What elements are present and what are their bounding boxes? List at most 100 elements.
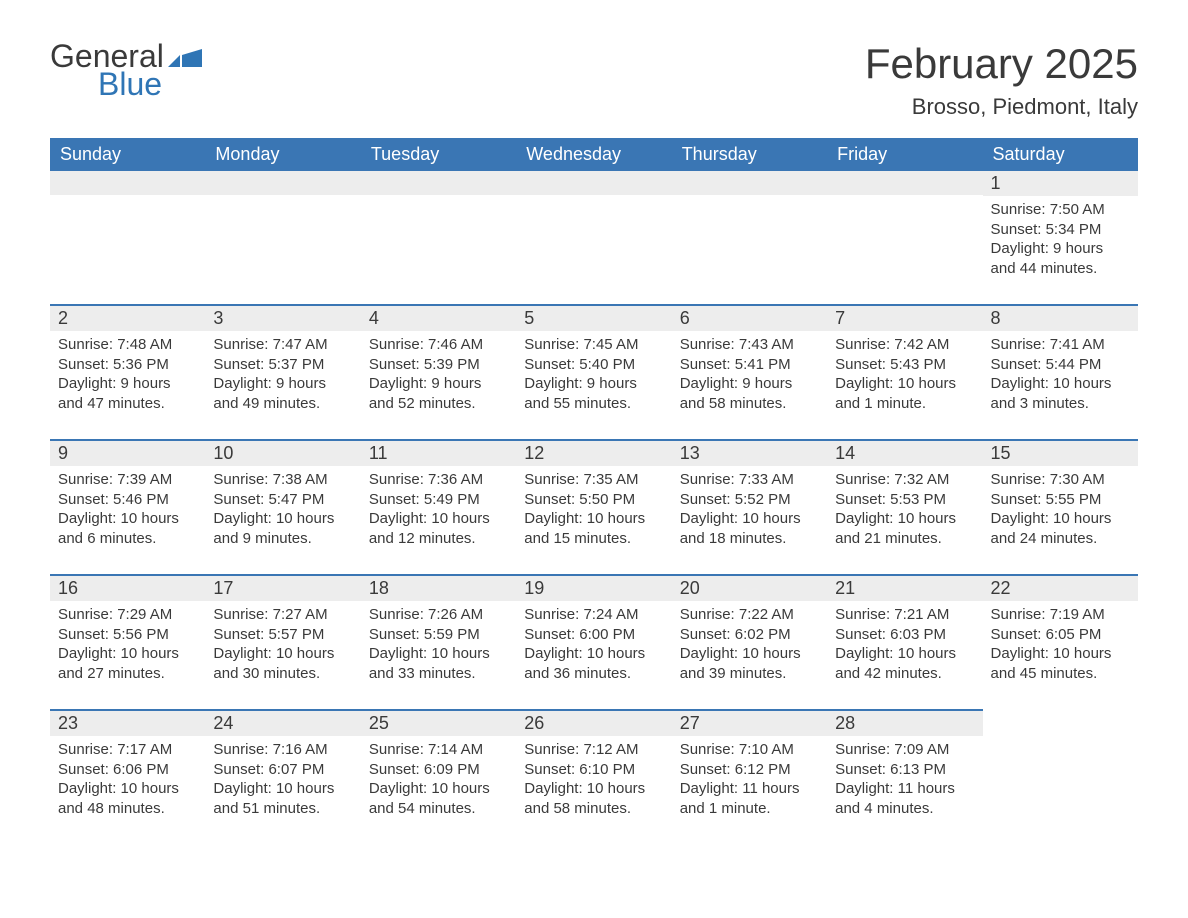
- dow-monday: Monday: [205, 138, 360, 171]
- day-cell: 12Sunrise: 7:35 AMSunset: 5:50 PMDayligh…: [516, 439, 671, 574]
- day-body: Sunrise: 7:21 AMSunset: 6:03 PMDaylight:…: [827, 601, 982, 709]
- day-number: 26: [516, 709, 671, 736]
- empty-cell: [672, 171, 827, 304]
- week-row: 23Sunrise: 7:17 AMSunset: 6:06 PMDayligh…: [50, 709, 1138, 844]
- empty-cell: [516, 171, 671, 304]
- sunset-text: Sunset: 5:47 PM: [213, 490, 352, 510]
- sunset-text: Sunset: 6:02 PM: [680, 625, 819, 645]
- empty-body: [205, 195, 360, 303]
- day-cell: 11Sunrise: 7:36 AMSunset: 5:49 PMDayligh…: [361, 439, 516, 574]
- day-body: Sunrise: 7:26 AMSunset: 5:59 PMDaylight:…: [361, 601, 516, 709]
- dow-friday: Friday: [827, 138, 982, 171]
- day-number: 23: [50, 709, 205, 736]
- day-body: Sunrise: 7:35 AMSunset: 5:50 PMDaylight:…: [516, 466, 671, 574]
- sunrise-text: Sunrise: 7:45 AM: [524, 335, 663, 355]
- day-number: 3: [205, 304, 360, 331]
- sunrise-text: Sunrise: 7:26 AM: [369, 605, 508, 625]
- sunrise-text: Sunrise: 7:14 AM: [369, 740, 508, 760]
- empty-daynum-bar: [516, 171, 671, 195]
- daylight-text: Daylight: 10 hours and 36 minutes.: [524, 644, 663, 683]
- sunset-text: Sunset: 6:07 PM: [213, 760, 352, 780]
- week-row: 16Sunrise: 7:29 AMSunset: 5:56 PMDayligh…: [50, 574, 1138, 709]
- day-body: Sunrise: 7:39 AMSunset: 5:46 PMDaylight:…: [50, 466, 205, 574]
- sunset-text: Sunset: 5:36 PM: [58, 355, 197, 375]
- sunrise-text: Sunrise: 7:38 AM: [213, 470, 352, 490]
- day-cell: 18Sunrise: 7:26 AMSunset: 5:59 PMDayligh…: [361, 574, 516, 709]
- daylight-text: Daylight: 11 hours and 4 minutes.: [835, 779, 974, 818]
- daylight-text: Daylight: 9 hours and 55 minutes.: [524, 374, 663, 413]
- week-row: 1Sunrise: 7:50 AMSunset: 5:34 PMDaylight…: [50, 171, 1138, 304]
- daylight-text: Daylight: 10 hours and 3 minutes.: [991, 374, 1130, 413]
- month-title: February 2025: [865, 40, 1138, 88]
- empty-body: [361, 195, 516, 303]
- sunset-text: Sunset: 5:57 PM: [213, 625, 352, 645]
- sunrise-text: Sunrise: 7:35 AM: [524, 470, 663, 490]
- sunset-text: Sunset: 5:56 PM: [58, 625, 197, 645]
- sunset-text: Sunset: 5:49 PM: [369, 490, 508, 510]
- day-cell: 8Sunrise: 7:41 AMSunset: 5:44 PMDaylight…: [983, 304, 1138, 439]
- empty-cell: [50, 171, 205, 304]
- sunrise-text: Sunrise: 7:10 AM: [680, 740, 819, 760]
- daylight-text: Daylight: 10 hours and 58 minutes.: [524, 779, 663, 818]
- logo-flag-icon: [168, 46, 202, 70]
- sunrise-text: Sunrise: 7:29 AM: [58, 605, 197, 625]
- sunset-text: Sunset: 5:50 PM: [524, 490, 663, 510]
- day-number: 10: [205, 439, 360, 466]
- empty-cell: [361, 171, 516, 304]
- dow-saturday: Saturday: [983, 138, 1138, 171]
- sunset-text: Sunset: 5:39 PM: [369, 355, 508, 375]
- day-cell: 20Sunrise: 7:22 AMSunset: 6:02 PMDayligh…: [672, 574, 827, 709]
- week-row: 9Sunrise: 7:39 AMSunset: 5:46 PMDaylight…: [50, 439, 1138, 574]
- empty-cell: [827, 171, 982, 304]
- sunset-text: Sunset: 5:46 PM: [58, 490, 197, 510]
- day-body: Sunrise: 7:10 AMSunset: 6:12 PMDaylight:…: [672, 736, 827, 844]
- title-block: February 2025 Brosso, Piedmont, Italy: [865, 40, 1138, 120]
- sunrise-text: Sunrise: 7:24 AM: [524, 605, 663, 625]
- logo-text: General Blue: [50, 40, 202, 100]
- empty-cell: [983, 709, 1138, 844]
- daylight-text: Daylight: 9 hours and 49 minutes.: [213, 374, 352, 413]
- daylight-text: Daylight: 10 hours and 42 minutes.: [835, 644, 974, 683]
- day-number: 19: [516, 574, 671, 601]
- day-cell: 4Sunrise: 7:46 AMSunset: 5:39 PMDaylight…: [361, 304, 516, 439]
- day-body: Sunrise: 7:24 AMSunset: 6:00 PMDaylight:…: [516, 601, 671, 709]
- sunset-text: Sunset: 6:05 PM: [991, 625, 1130, 645]
- day-cell: 14Sunrise: 7:32 AMSunset: 5:53 PMDayligh…: [827, 439, 982, 574]
- sunrise-text: Sunrise: 7:50 AM: [991, 200, 1130, 220]
- day-number: 24: [205, 709, 360, 736]
- sunset-text: Sunset: 6:10 PM: [524, 760, 663, 780]
- day-body: Sunrise: 7:43 AMSunset: 5:41 PMDaylight:…: [672, 331, 827, 439]
- day-body: Sunrise: 7:46 AMSunset: 5:39 PMDaylight:…: [361, 331, 516, 439]
- sunset-text: Sunset: 6:00 PM: [524, 625, 663, 645]
- sunrise-text: Sunrise: 7:41 AM: [991, 335, 1130, 355]
- day-body: Sunrise: 7:50 AMSunset: 5:34 PMDaylight:…: [983, 196, 1138, 304]
- daylight-text: Daylight: 10 hours and 12 minutes.: [369, 509, 508, 548]
- sunset-text: Sunset: 5:37 PM: [213, 355, 352, 375]
- daylight-text: Daylight: 10 hours and 39 minutes.: [680, 644, 819, 683]
- sunset-text: Sunset: 6:09 PM: [369, 760, 508, 780]
- logo: General Blue: [50, 40, 202, 100]
- day-body: Sunrise: 7:38 AMSunset: 5:47 PMDaylight:…: [205, 466, 360, 574]
- sunrise-text: Sunrise: 7:09 AM: [835, 740, 974, 760]
- day-body: Sunrise: 7:41 AMSunset: 5:44 PMDaylight:…: [983, 331, 1138, 439]
- day-body: Sunrise: 7:45 AMSunset: 5:40 PMDaylight:…: [516, 331, 671, 439]
- daylight-text: Daylight: 9 hours and 44 minutes.: [991, 239, 1130, 278]
- day-cell: 7Sunrise: 7:42 AMSunset: 5:43 PMDaylight…: [827, 304, 982, 439]
- day-cell: 21Sunrise: 7:21 AMSunset: 6:03 PMDayligh…: [827, 574, 982, 709]
- day-body: Sunrise: 7:36 AMSunset: 5:49 PMDaylight:…: [361, 466, 516, 574]
- daylight-text: Daylight: 10 hours and 21 minutes.: [835, 509, 974, 548]
- sunset-text: Sunset: 5:53 PM: [835, 490, 974, 510]
- day-cell: 27Sunrise: 7:10 AMSunset: 6:12 PMDayligh…: [672, 709, 827, 844]
- sunset-text: Sunset: 5:59 PM: [369, 625, 508, 645]
- day-body: Sunrise: 7:14 AMSunset: 6:09 PMDaylight:…: [361, 736, 516, 844]
- day-number: 11: [361, 439, 516, 466]
- day-number: 25: [361, 709, 516, 736]
- daylight-text: Daylight: 10 hours and 45 minutes.: [991, 644, 1130, 683]
- empty-body: [672, 195, 827, 303]
- day-cell: 16Sunrise: 7:29 AMSunset: 5:56 PMDayligh…: [50, 574, 205, 709]
- daylight-text: Daylight: 10 hours and 9 minutes.: [213, 509, 352, 548]
- day-number: 7: [827, 304, 982, 331]
- sunset-text: Sunset: 6:03 PM: [835, 625, 974, 645]
- day-cell: 28Sunrise: 7:09 AMSunset: 6:13 PMDayligh…: [827, 709, 982, 844]
- day-body: Sunrise: 7:17 AMSunset: 6:06 PMDaylight:…: [50, 736, 205, 844]
